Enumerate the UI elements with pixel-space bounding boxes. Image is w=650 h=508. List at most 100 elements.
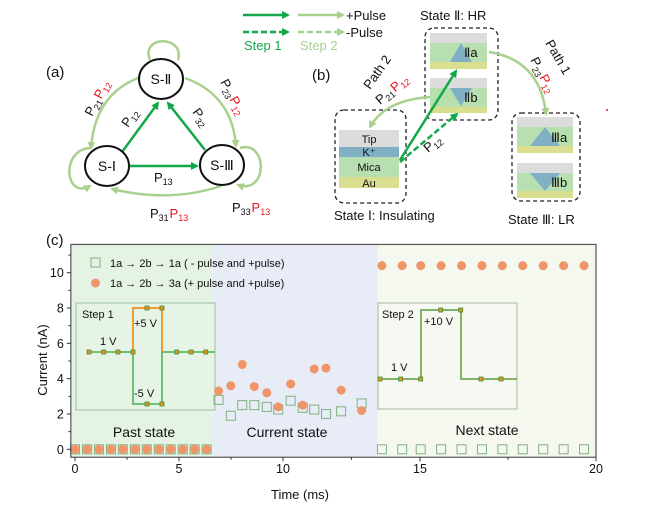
legend-series-1: 1a → 2b → 1a ( - pulse and +pulse): [110, 258, 285, 270]
inset2-marker: [377, 376, 383, 382]
point-series2: [202, 444, 212, 454]
inset1-marker: [159, 305, 165, 311]
point-series1: [261, 401, 272, 412]
arrow-1-to-2a: [398, 69, 458, 161]
state3a-label: Ⅲa: [551, 130, 568, 145]
label-p21p12: P21 P12: [372, 71, 412, 109]
label-subscript: 13: [260, 207, 270, 217]
label-base: P: [154, 170, 163, 185]
point-series1: [456, 444, 467, 455]
point-series2: [154, 444, 164, 454]
x-tick-label: 5: [176, 462, 183, 476]
state2-title: State Ⅱ: HR: [420, 8, 486, 23]
arrow-1-to-2b: [399, 112, 459, 163]
point-series1: [237, 400, 248, 411]
path2-arc: [368, 95, 431, 129]
state2a-label: Ⅱa: [464, 45, 478, 60]
point-series1: [225, 410, 236, 421]
inset1-low-label: -5 V: [134, 388, 155, 400]
y-tick-label: 10: [50, 266, 64, 280]
inset2-base-label: 1 V: [391, 362, 408, 374]
point-series2: [397, 261, 407, 271]
label-base: P: [232, 200, 241, 215]
point-series1: [249, 400, 260, 411]
point-series2: [559, 261, 569, 271]
point-series2: [214, 386, 224, 396]
label-base: P: [170, 206, 179, 221]
point-series1: [376, 444, 387, 455]
label-p12: P12: [420, 132, 445, 157]
path1-label: Path 1: [542, 37, 574, 77]
panel-c-label: (c): [46, 232, 64, 249]
point-series2: [82, 444, 92, 454]
point-series2: [336, 385, 346, 395]
arrow-s3-to-s2: [166, 101, 206, 151]
label-subscript: 13: [163, 177, 173, 187]
state3b-stack: Ⅲb: [517, 163, 573, 198]
point-series1: [558, 444, 569, 455]
state3b-label: Ⅲb: [551, 175, 567, 190]
step1-label: Step 1: [244, 38, 282, 53]
point-series2: [142, 444, 152, 454]
point-series1: [579, 444, 590, 455]
point-series2: [130, 444, 140, 454]
node-s3-label: S-Ⅲ: [210, 157, 234, 173]
node-s1-label: S-Ⅰ: [98, 158, 116, 174]
y-tick-label: 4: [57, 372, 64, 386]
state1-title: State Ⅰ: Insulating: [334, 208, 435, 223]
inset2-marker: [478, 376, 484, 382]
point-series2: [106, 444, 116, 454]
point-series1: [517, 444, 528, 455]
x-tick-label: 0: [72, 462, 79, 476]
y-tick-label: 6: [57, 337, 64, 351]
path1-arc: [488, 50, 550, 116]
x-tick-label: 15: [413, 462, 427, 476]
label-subscript: 12: [101, 81, 115, 95]
chart-legend: 1a → 2b → 1a ( - pulse and +pulse) 1a → …: [90, 257, 285, 290]
label-p13: P13: [154, 170, 173, 187]
point-series2: [538, 261, 548, 271]
layer-au: Au: [362, 178, 375, 190]
label-subscript: 12: [431, 137, 445, 151]
label-subscript: 23: [530, 65, 544, 79]
y-tick-label: 8: [57, 302, 64, 316]
data-points: [70, 261, 590, 455]
loop-s1: [68, 146, 92, 193]
plot-frame: [70, 243, 597, 458]
arc-s2-to-s1: [87, 76, 139, 150]
label-subscript: 13: [178, 213, 188, 223]
label-base: P: [252, 200, 261, 215]
state2a-stack: Ⅱa: [430, 33, 487, 69]
step2-label: Step 2: [300, 38, 338, 53]
state2b-label: Ⅱb: [464, 90, 478, 105]
label-subscript: 33: [241, 207, 251, 217]
point-series2: [237, 360, 247, 370]
layer-k: K⁺: [362, 147, 375, 159]
inset2-marker: [458, 307, 464, 313]
inset1-marker: [174, 349, 180, 355]
label-subscript: 21: [383, 89, 397, 103]
point-series2: [273, 402, 283, 412]
state2b-stack: Ⅱb: [430, 78, 487, 113]
inset1-marker: [130, 349, 136, 355]
point-series2: [436, 261, 446, 271]
inset1-base-label: 1 V: [100, 336, 117, 348]
node-s2: [138, 58, 184, 100]
inset1-marker: [144, 305, 150, 311]
inset2-marker: [418, 376, 424, 382]
label-p31p13: P31 P13: [150, 206, 188, 223]
arc-s2-to-s3: [184, 76, 240, 148]
region-current: [212, 244, 378, 458]
label-p33p13: P33 P13: [232, 200, 270, 217]
inset1-marker: [101, 349, 107, 355]
inset1-marker: [115, 349, 121, 355]
point-series1: [321, 408, 332, 419]
label-p32: P32: [188, 105, 213, 130]
inset1-marker: [188, 349, 194, 355]
point-series2: [321, 363, 331, 373]
point-series2: [94, 444, 104, 454]
legend-series-2: 1a → 2b → 3a (+ pulse and +pulse): [110, 278, 284, 290]
point-series1: [309, 404, 320, 415]
point-series1: [285, 395, 296, 406]
